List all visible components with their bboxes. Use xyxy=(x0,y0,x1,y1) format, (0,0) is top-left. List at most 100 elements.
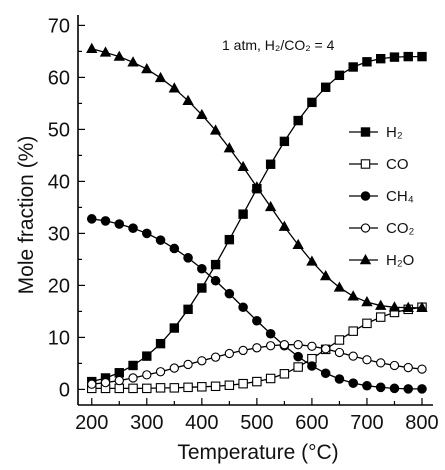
data-point xyxy=(86,214,97,224)
data-point xyxy=(155,338,166,349)
data-point xyxy=(265,159,276,169)
data-point xyxy=(224,288,235,299)
data-point xyxy=(321,344,331,354)
data-point xyxy=(334,70,345,81)
data-point xyxy=(389,52,400,62)
legend-marker xyxy=(360,191,371,201)
data-point xyxy=(128,360,138,371)
data-point xyxy=(127,56,139,67)
data-point xyxy=(196,108,208,120)
data-point xyxy=(155,235,166,245)
y-tick-label: 70 xyxy=(48,15,70,37)
data-point xyxy=(333,281,346,292)
data-point xyxy=(142,370,152,380)
data-point xyxy=(403,51,413,62)
data-point xyxy=(141,228,152,239)
data-point xyxy=(210,275,221,286)
legend-item: CH₄ xyxy=(349,188,414,205)
data-point xyxy=(251,181,263,192)
data-point xyxy=(155,383,166,393)
data-point xyxy=(417,384,427,394)
data-point xyxy=(100,216,111,226)
data-point xyxy=(183,382,193,393)
data-point xyxy=(417,364,427,374)
series-3 xyxy=(87,340,427,389)
legend-item: H₂O xyxy=(349,252,414,269)
legend-marker xyxy=(360,223,371,233)
legend-item: H₂ xyxy=(349,124,403,141)
x-tick-label: 300 xyxy=(130,412,163,434)
legend-marker xyxy=(360,159,371,169)
data-point xyxy=(348,62,358,72)
data-point xyxy=(252,343,262,353)
data-point xyxy=(224,348,235,359)
data-point xyxy=(238,345,248,356)
data-point xyxy=(293,362,303,372)
data-point xyxy=(154,71,167,83)
x-tick-label: 500 xyxy=(240,412,273,434)
data-point xyxy=(182,94,194,105)
legend-label: H₂O xyxy=(386,252,414,269)
y-tick-label: 60 xyxy=(48,67,70,89)
data-point xyxy=(209,124,222,135)
data-point xyxy=(197,382,207,392)
legend-marker xyxy=(360,127,371,137)
data-point xyxy=(376,358,386,368)
data-point xyxy=(99,46,112,57)
data-point xyxy=(278,220,291,231)
data-point xyxy=(292,238,304,250)
data-point xyxy=(307,97,317,108)
data-point xyxy=(264,200,277,212)
data-point xyxy=(417,51,427,62)
data-point xyxy=(334,374,345,384)
data-point xyxy=(169,383,180,393)
data-point xyxy=(142,383,152,394)
data-point xyxy=(402,301,414,312)
data-point xyxy=(100,377,111,388)
data-point xyxy=(210,381,221,392)
data-point xyxy=(265,328,276,339)
data-point xyxy=(238,209,248,219)
data-point xyxy=(334,347,345,358)
data-point xyxy=(223,142,236,153)
data-point xyxy=(224,234,235,245)
data-point xyxy=(375,299,387,310)
y-tick-label: 40 xyxy=(48,171,70,193)
x-tick-label: 800 xyxy=(405,412,438,434)
legend: H₂ CO CH₄ CO₂ H₂O xyxy=(349,124,415,269)
legend-item: CO₂ xyxy=(349,220,415,237)
data-point xyxy=(197,356,207,366)
data-point xyxy=(87,379,97,389)
data-point xyxy=(252,376,262,387)
legend-marker xyxy=(359,253,372,265)
data-point xyxy=(210,259,221,270)
y-tick-label: 50 xyxy=(48,119,70,141)
data-point xyxy=(197,283,207,293)
data-point xyxy=(306,255,318,266)
data-point xyxy=(293,351,303,362)
data-point xyxy=(293,115,303,126)
y-tick-label: 0 xyxy=(59,379,70,401)
data-point xyxy=(113,50,125,61)
data-point xyxy=(293,340,303,350)
data-point xyxy=(128,223,138,233)
data-point xyxy=(210,352,221,362)
data-point xyxy=(252,315,262,326)
data-point xyxy=(375,382,386,393)
data-point xyxy=(141,63,153,74)
data-point xyxy=(348,378,358,388)
x-tick-label: 700 xyxy=(350,412,383,434)
data-point xyxy=(183,253,193,263)
data-point xyxy=(238,378,248,389)
data-point xyxy=(416,301,428,312)
data-point xyxy=(168,82,180,93)
data-point xyxy=(114,368,124,378)
data-point xyxy=(361,296,373,307)
legend-label: H₂ xyxy=(386,124,403,141)
data-point xyxy=(403,384,414,394)
data-point xyxy=(362,57,372,67)
y-axis-title: Mole fraction (%) xyxy=(15,136,38,295)
data-point xyxy=(362,318,372,329)
data-point xyxy=(320,368,331,379)
